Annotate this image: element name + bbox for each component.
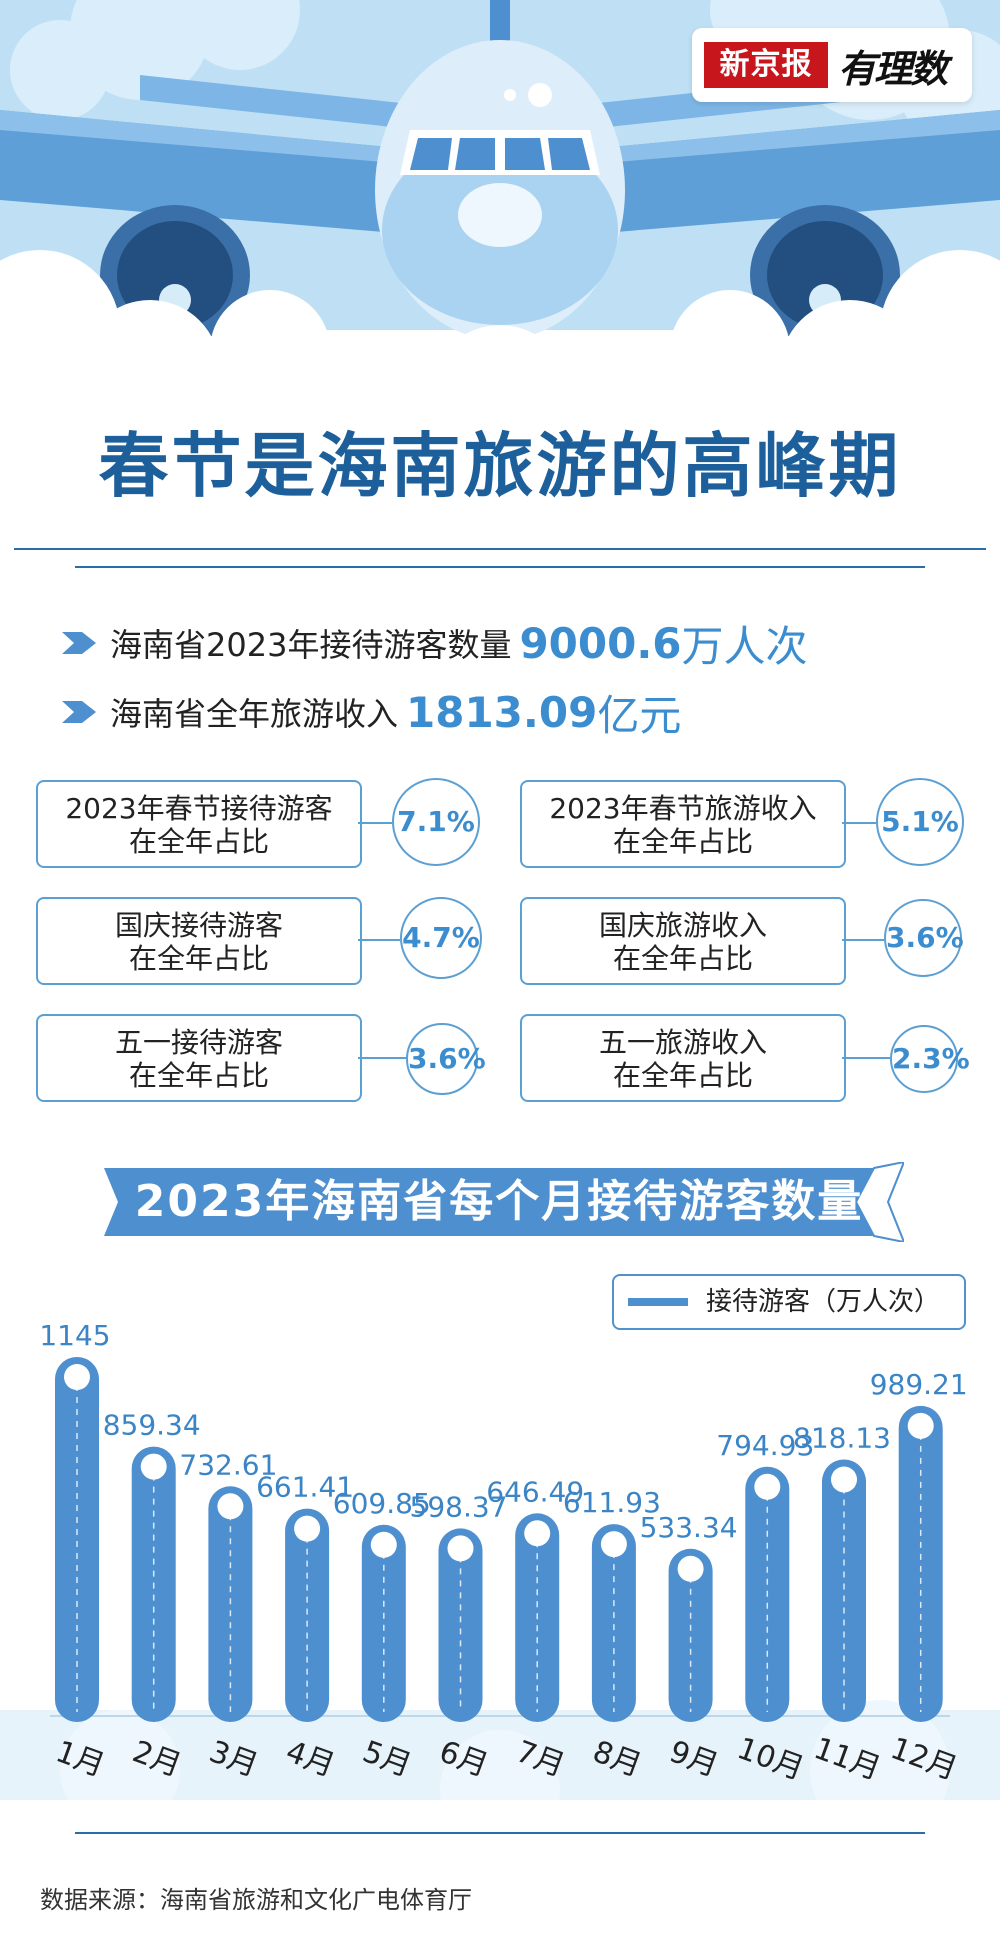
bar — [361, 1524, 406, 1722]
stat-unit: 亿元 — [597, 690, 682, 740]
share-card-label: 五一接待游客 在全年占比 — [114, 1026, 283, 1092]
bar — [668, 1548, 713, 1722]
bar — [591, 1524, 636, 1722]
page-title: 春节是海南旅游的高峰期 — [98, 425, 902, 507]
value-label: 989.21 — [870, 1368, 968, 1401]
share-card: 五一旅游收入 在全年占比 — [520, 1014, 846, 1102]
bar — [285, 1508, 330, 1722]
share-card: 2023年春节接待游客 在全年占比 — [36, 780, 362, 868]
bar-marker — [370, 1531, 397, 1558]
bar-chart: 1145 859.34 732.61661.41609.85598.37646.49… — [0, 1319, 1000, 1800]
bar-marker — [217, 1493, 244, 1520]
bar-body — [285, 1508, 330, 1722]
chart-background — [0, 1700, 1000, 1800]
value-label: 661.41 — [256, 1471, 354, 1504]
stat-revenue: 海南省全年旅游收入 1813.09 亿元 — [62, 687, 681, 740]
share-card-label: 2023年春节接待游客 在全年占比 — [65, 792, 333, 858]
bar-marker — [524, 1520, 551, 1547]
bar-marker — [600, 1531, 627, 1558]
value-label: 818.13 — [793, 1421, 891, 1454]
value-label: 611.93 — [563, 1486, 661, 1519]
bar — [131, 1446, 176, 1722]
bar-marker — [754, 1473, 781, 1500]
stat-value: 1813.09 — [406, 687, 598, 737]
share-value-circle: 7.1% — [392, 778, 480, 866]
bar-body — [898, 1405, 943, 1722]
connector — [842, 822, 876, 824]
value-label: 609.85 — [333, 1487, 431, 1520]
bar-body — [668, 1548, 713, 1722]
bar-marker — [447, 1535, 474, 1562]
chart-title-ribbon — [104, 1162, 904, 1242]
connector — [358, 1057, 406, 1059]
bar-body — [822, 1459, 866, 1722]
brand-logo: 新京报 有理数 — [692, 28, 972, 102]
bar — [898, 1405, 943, 1722]
value-label: 1145 — [39, 1319, 110, 1352]
divider — [75, 1832, 925, 1834]
bar-marker — [677, 1555, 704, 1582]
bar — [515, 1513, 560, 1722]
stat-label: 海南省全年旅游收入 — [110, 695, 399, 733]
value-label: 598.37 — [410, 1490, 508, 1523]
share-value-circle: 4.7% — [400, 897, 482, 979]
bar — [822, 1459, 866, 1722]
bar-marker — [140, 1453, 167, 1480]
logo-news-mark: 新京报 — [704, 42, 828, 88]
value-label: 794.93 — [716, 1429, 814, 1462]
chart-legend: 接待游客（万人次） — [612, 1274, 966, 1330]
share-card-label: 国庆旅游收入 在全年占比 — [598, 909, 767, 975]
share-card: 五一接待游客 在全年占比 — [36, 1014, 362, 1102]
bar-body — [361, 1524, 406, 1722]
bar — [438, 1528, 483, 1722]
share-card-label: 五一旅游收入 在全年占比 — [598, 1026, 767, 1092]
share-value-circle: 2.3% — [890, 1025, 970, 1093]
bar-marker — [64, 1364, 90, 1390]
stat-visitors: 海南省2023年接待游客数量 9000.6 万人次 — [62, 618, 808, 671]
bar-body — [55, 1357, 99, 1722]
legend-swatch — [628, 1298, 688, 1306]
share-card: 2023年春节旅游收入 在全年占比 — [520, 780, 846, 868]
bar — [208, 1486, 253, 1722]
bar — [55, 1357, 99, 1722]
connector — [842, 1057, 890, 1059]
value-label: 533.34 — [640, 1511, 738, 1544]
bar-body — [438, 1528, 483, 1722]
bar-marker — [294, 1515, 321, 1542]
divider — [14, 548, 986, 550]
stat-label: 海南省2023年接待游客数量 — [110, 626, 512, 664]
data-source: 数据来源：海南省旅游和文化广电体育厅 — [40, 1886, 472, 1914]
share-card-label: 国庆接待游客 在全年占比 — [114, 909, 283, 975]
logo-brand-mark: 有理数 — [838, 46, 948, 91]
share-card-label: 2023年春节旅游收入 在全年占比 — [549, 792, 817, 858]
share-value-circle: 5.1% — [876, 778, 964, 866]
value-label: 732.61 — [179, 1448, 277, 1481]
share-card: 国庆旅游收入 在全年占比 — [520, 897, 846, 985]
connector — [358, 822, 392, 824]
chevron-right-icon — [62, 701, 96, 723]
value-label: 859.34 — [103, 1409, 201, 1442]
bar-marker — [831, 1466, 857, 1493]
connector — [358, 939, 400, 941]
value-label: 646.49 — [486, 1475, 584, 1508]
stat-value: 9000.6 — [519, 618, 682, 668]
stat-unit: 万人次 — [681, 621, 808, 671]
connector — [842, 939, 884, 941]
bar-marker — [907, 1412, 934, 1439]
chevron-right-icon — [62, 632, 96, 654]
share-card: 国庆接待游客 在全年占比 — [36, 897, 362, 985]
share-value-circle: 3.6% — [406, 1023, 486, 1095]
bar — [745, 1466, 790, 1722]
divider — [75, 566, 925, 568]
share-value-circle: 3.6% — [884, 899, 964, 977]
bar-body — [591, 1524, 636, 1722]
legend-label: 接待游客（万人次） — [706, 1287, 941, 1317]
chart-title: 2023年海南省每个月接待游客数量 — [134, 1176, 864, 1227]
